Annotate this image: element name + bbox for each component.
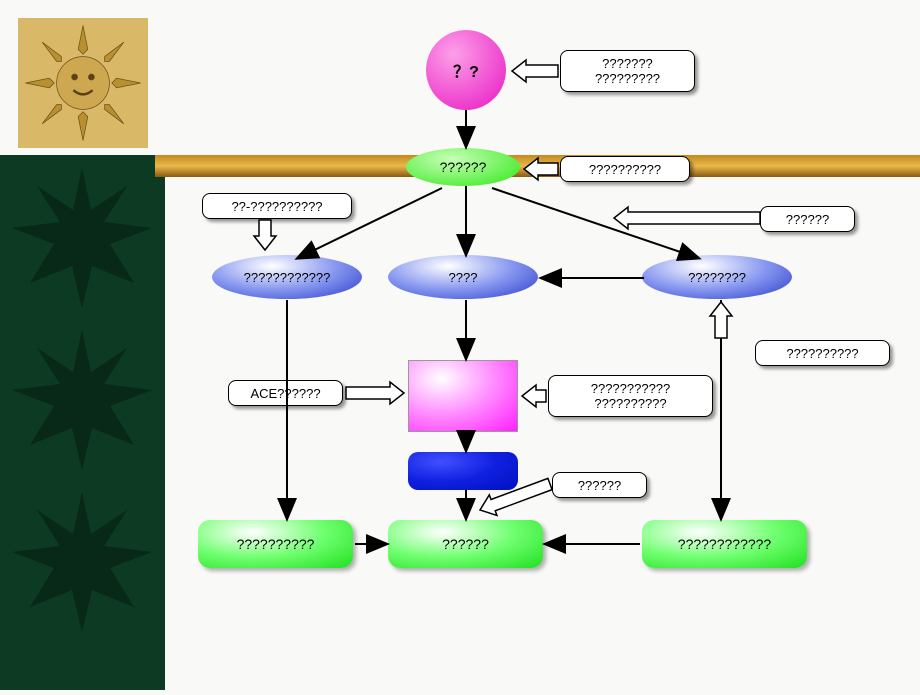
node-label: ?????? (440, 159, 487, 175)
callout-text: ??????? ????????? (595, 56, 660, 86)
sidebar-green-panel (0, 155, 165, 690)
sun-icon (23, 23, 143, 143)
callout-text: ?????? (786, 212, 829, 227)
node-green-ellipse: ?????? (406, 148, 520, 186)
node-green-left: ?????????? (198, 520, 353, 568)
node-label: ???? (449, 270, 478, 285)
node-label: ???????????? (244, 270, 331, 285)
node-blue-left: ???????????? (212, 255, 362, 299)
dark-star-icon (12, 168, 152, 308)
node-green-mid: ?????? (388, 520, 543, 568)
node-label: ???????? (688, 270, 746, 285)
callout-c5: ?????????? (755, 340, 890, 366)
node-label: ？? (453, 58, 479, 82)
callout-c2: ?????????? (560, 156, 690, 182)
flowchart-diagram: ？? ?????? ???????????? ???? ???????? ???… (170, 0, 920, 690)
node-blue-mid: ???? (388, 255, 538, 299)
sidebar-stars (0, 155, 165, 690)
callout-c8: ?????? (552, 472, 647, 498)
callout-c4: ?????? (760, 206, 855, 232)
node-blue-right: ???????? (642, 255, 792, 299)
callout-c6: ACE?????? (228, 380, 343, 406)
callout-text: ?????????? (786, 346, 858, 361)
node-label: ?????????? (237, 536, 315, 552)
node-label: ?????? (442, 536, 489, 552)
callout-text: ?????????? (589, 162, 661, 177)
node-magenta-rect (408, 360, 518, 432)
callout-text: ??-?????????? (231, 199, 322, 214)
node-top-circle: ？? (426, 30, 506, 110)
callout-c1: ??????? ????????? (560, 50, 695, 92)
callout-text: ?????? (578, 478, 621, 493)
sidebar (0, 0, 165, 690)
callout-text: ACE?????? (250, 386, 320, 401)
callout-text: ??????????? ?????????? (591, 381, 671, 411)
node-blue-rect (408, 452, 518, 490)
callout-c3: ??-?????????? (202, 193, 352, 219)
callout-c7: ??????????? ?????????? (548, 375, 713, 417)
node-label: ???????????? (678, 536, 771, 552)
node-green-right: ???????????? (642, 520, 807, 568)
sun-decorative-box (18, 18, 148, 148)
